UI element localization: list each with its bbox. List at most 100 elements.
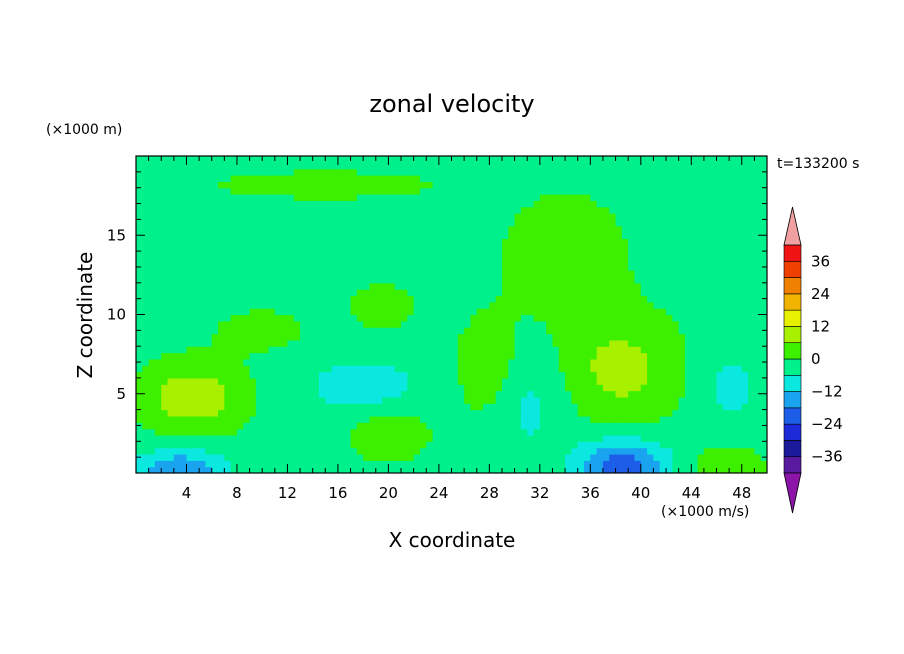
heat-cell [388,244,396,252]
heat-cell [344,434,352,442]
heat-cell [596,333,604,341]
heat-cell [445,403,453,411]
heat-cell [344,301,352,309]
heat-cell [136,175,143,182]
heat-cell [445,232,453,240]
heat-cell [716,156,724,163]
heat-cell [628,194,636,201]
heat-cell [312,352,320,360]
heat-cell [199,308,207,316]
heat-cell [382,219,389,227]
heat-cell [691,314,699,322]
heat-cell [426,409,434,417]
heat-cell [653,187,661,195]
heat-cell [413,257,421,265]
heat-cell [577,377,585,385]
heat-cell [748,200,755,208]
heat-cell [388,194,396,201]
heat-cell [249,276,257,284]
heat-cell [684,301,692,309]
heat-cell [318,301,326,309]
heat-cell [615,194,623,201]
heat-cell [710,339,718,347]
heat-cell [236,377,244,385]
heat-cell [230,289,238,297]
heat-cell [167,156,175,163]
heat-cell [419,219,427,227]
heat-cell [438,409,446,417]
heat-cell [634,460,642,468]
heat-cell [356,384,364,392]
heat-cell [615,257,623,265]
heat-cell [653,219,661,227]
heat-cell [331,415,339,423]
heat-cell [426,396,434,404]
heat-cell [457,181,465,189]
heat-cell [438,396,446,404]
heat-cell [312,390,320,398]
heat-cell [653,175,661,182]
heat-cell [419,295,427,303]
heat-cell [527,295,535,303]
heat-cell [148,181,156,189]
heat-cell [501,308,509,316]
heat-cell [205,460,213,468]
heat-cell [154,377,162,385]
heat-cell [337,301,345,309]
heat-cell [533,346,541,354]
heat-cell [539,320,547,328]
heat-cell [375,358,383,366]
heat-cell [634,156,642,163]
heat-cell [552,453,560,461]
heat-cell [293,301,301,309]
heat-cell [287,263,295,271]
heat-cell [577,396,585,404]
heat-cell [224,301,232,309]
heat-cell [394,225,402,233]
heat-cell [136,282,143,290]
heat-cell [508,460,516,468]
heat-cell [571,409,579,417]
heat-cell [426,168,434,176]
heat-cell [546,270,554,278]
heat-cell [382,377,389,385]
heat-cell [558,434,566,442]
heat-cell [501,238,509,246]
heat-cell [161,352,169,360]
heat-cell [173,460,181,468]
heat-cell [590,200,598,208]
heat-cell [167,270,175,278]
heat-cell [192,314,200,322]
heat-cell [628,434,636,442]
heat-cell [363,403,371,411]
heat-cell [697,358,705,366]
heat-cell [249,460,257,468]
heat-cell [558,466,566,473]
heat-cell [691,289,699,297]
heat-cell [602,263,610,271]
heat-cell [558,276,566,284]
heat-cell [388,339,396,347]
heat-cell [640,257,648,265]
heat-cell [306,346,314,354]
heat-cell [375,289,383,297]
heat-cell [287,346,295,354]
heat-cell [211,308,219,316]
heat-cell [199,244,207,252]
heat-cell [546,168,554,176]
heat-cell [678,168,686,176]
heat-cell [508,295,516,303]
heat-cell [350,460,358,468]
heat-cell [590,289,598,297]
heat-cell [186,441,194,449]
heat-cell [369,409,377,417]
heat-cell [142,441,150,449]
heat-cell [451,251,459,259]
heat-cell [426,162,434,170]
heat-cell [199,403,207,411]
heat-cell [659,466,667,473]
heat-cell [136,238,143,246]
heat-cell [369,206,377,214]
heat-cell [741,289,749,297]
heat-cell [735,238,743,246]
